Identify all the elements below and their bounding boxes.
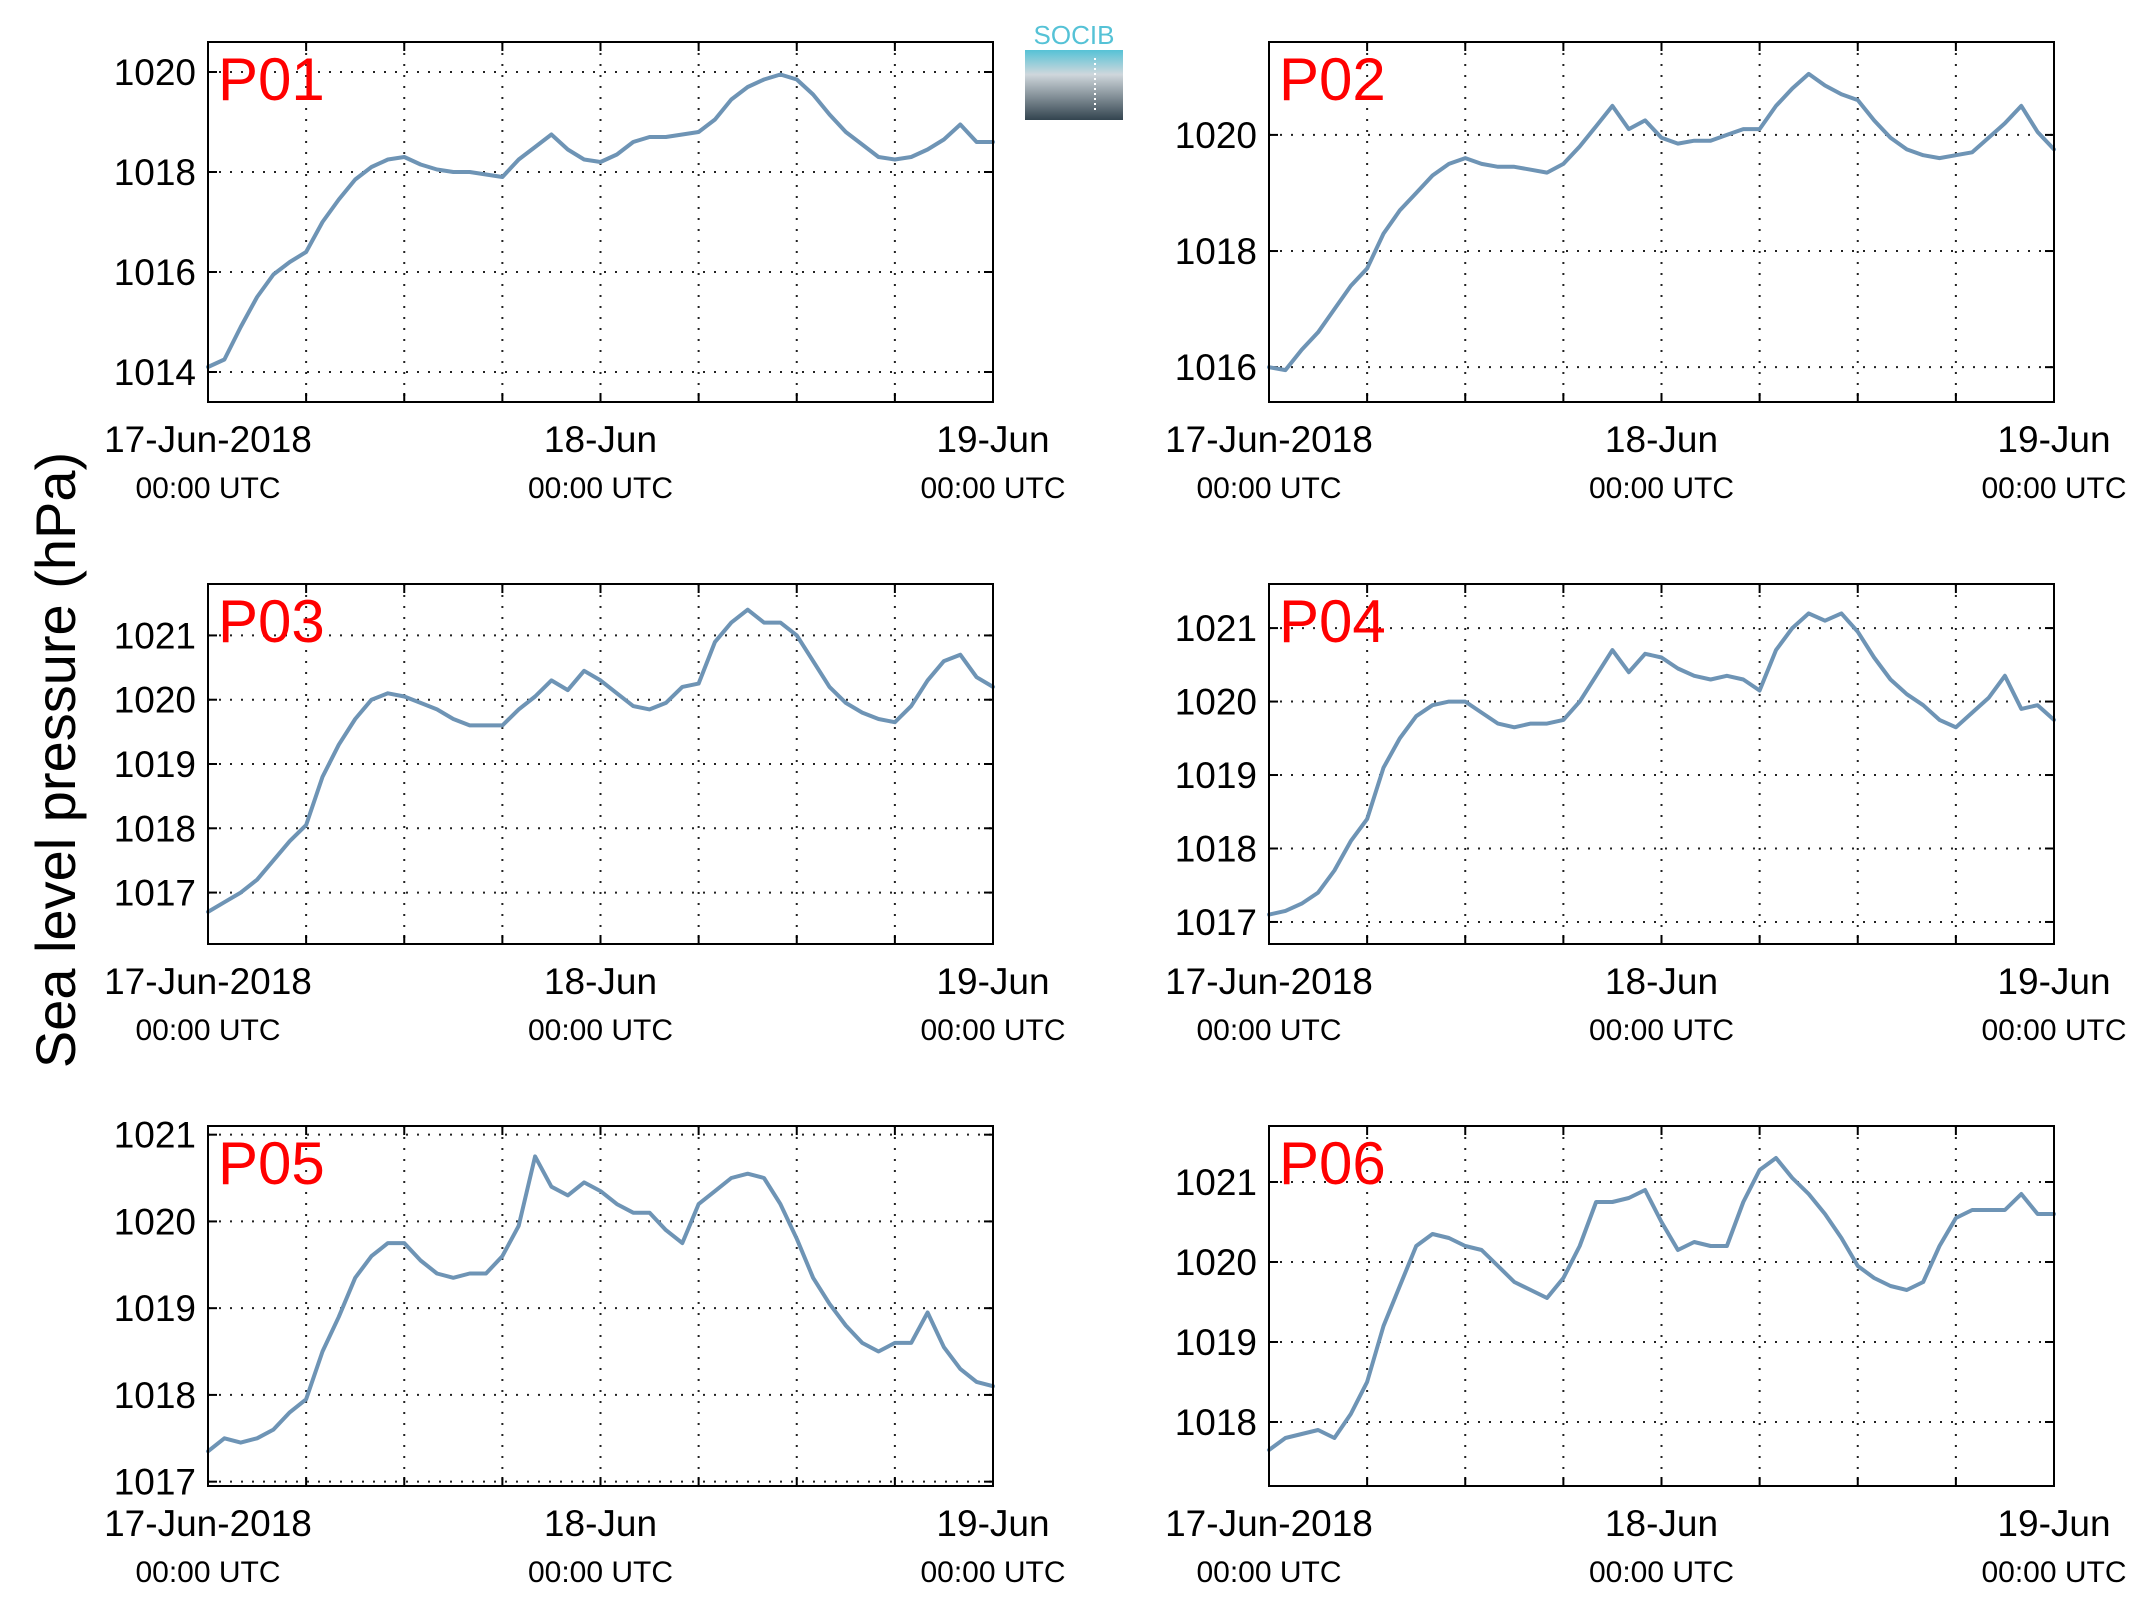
y-tick-label: 1014 <box>114 352 196 393</box>
y-tick-label: 1018 <box>114 152 196 193</box>
x-tick-sublabel: 00:00 UTC <box>1981 1014 2126 1047</box>
x-tick-sublabel: 00:00 UTC <box>1981 1556 2126 1589</box>
x-tick-label: 18-Jun <box>544 961 657 1002</box>
panel-p03: 1017 1018 1019 1020 1021 17-Jun-2018 00:00 UTC… <box>104 583 1066 1047</box>
figure-ylabel: Sea level pressure (hPa) <box>24 452 87 1068</box>
x-tick-sublabel: 00:00 UTC <box>135 472 280 505</box>
y-tick-label: 1021 <box>114 1115 196 1156</box>
x-tick-sublabel: 00:00 UTC <box>1981 472 2126 505</box>
pressure-series-line <box>206 72 995 369</box>
panel-p04: 1017 1018 1019 1020 1021 17-Jun-2018 00:00 UTC… <box>1165 583 2127 1047</box>
x-tick-sublabel: 00:00 UTC <box>528 1556 673 1589</box>
panel-p05: 1017 1018 1019 1020 1021 17-Jun-2018 00:00 UTC… <box>104 1115 1065 1589</box>
x-tick-label: 17-Jun-2018 <box>104 961 312 1002</box>
x-tick-label: 18-Jun <box>1605 961 1718 1002</box>
x-tick-label: 19-Jun <box>936 419 1049 460</box>
axes-frame <box>1268 1125 2055 1487</box>
logo-text: SOCIB <box>1034 20 1115 50</box>
pressure-series-line <box>1267 611 2056 917</box>
logo-block <box>1025 50 1123 120</box>
pressure-series-line <box>206 607 995 914</box>
y-tick-label: 1017 <box>1175 902 1257 943</box>
y-tick-label: 1019 <box>114 1288 196 1329</box>
y-tick-label: 1019 <box>1175 755 1257 796</box>
x-tick-label: 18-Jun <box>544 419 657 460</box>
x-tick-sublabel: 00:00 UTC <box>1589 1556 1734 1589</box>
x-tick-sublabel: 00:00 UTC <box>528 472 673 505</box>
y-tick-label: 1018 <box>1175 828 1257 869</box>
y-tick-label: 1018 <box>114 1375 196 1416</box>
x-tick-label: 17-Jun-2018 <box>104 1503 312 1544</box>
x-tick-sublabel: 00:00 UTC <box>920 1014 1065 1047</box>
x-tick-label: 19-Jun <box>936 961 1049 1002</box>
x-tick-label: 17-Jun-2018 <box>1165 961 1373 1002</box>
y-tick-label: 1021 <box>1175 1162 1257 1203</box>
x-tick-sublabel: 00:00 UTC <box>1196 1014 1341 1047</box>
x-tick-sublabel: 00:00 UTC <box>1589 1014 1734 1047</box>
y-tick-label: 1020 <box>114 1201 196 1242</box>
panel-p06: 1018 1019 1020 1021 17-Jun-2018 00:00 UTC 18-J… <box>1165 1125 2127 1589</box>
panels: 1014 1016 1018 1020 17-Jun-2018 00:00 UTC 18-J… <box>104 41 2127 1589</box>
y-tick-label: 1017 <box>114 873 196 914</box>
y-tick-label: 1016 <box>1175 347 1257 388</box>
axes-frame <box>1268 41 2055 403</box>
panel-title: P03 <box>218 588 325 655</box>
panel-p01: 1014 1016 1018 1020 17-Jun-2018 00:00 UTC 18-J… <box>104 41 1066 505</box>
pressure-series-line <box>206 1154 995 1454</box>
y-tick-label: 1019 <box>1175 1322 1257 1363</box>
x-tick-sublabel: 00:00 UTC <box>1196 472 1341 505</box>
y-tick-label: 1020 <box>114 680 196 721</box>
panel-title: P04 <box>1279 588 1386 655</box>
panel-title: P06 <box>1279 1130 1386 1197</box>
axes-frame <box>207 41 994 403</box>
y-tick-label: 1020 <box>1175 1242 1257 1283</box>
x-tick-label: 19-Jun <box>936 1503 1049 1544</box>
y-tick-label: 1020 <box>1175 682 1257 723</box>
y-tick-label: 1018 <box>1175 231 1257 272</box>
x-tick-sublabel: 00:00 UTC <box>1196 1556 1341 1589</box>
x-tick-sublabel: 00:00 UTC <box>1589 472 1734 505</box>
x-tick-label: 19-Jun <box>1997 419 2110 460</box>
y-tick-label: 1019 <box>114 744 196 785</box>
y-tick-label: 1021 <box>114 615 196 656</box>
x-tick-sublabel: 00:00 UTC <box>528 1014 673 1047</box>
x-tick-sublabel: 00:00 UTC <box>135 1556 280 1589</box>
y-tick-label: 1017 <box>114 1462 196 1503</box>
socib-logo: SOCIB <box>1025 20 1123 120</box>
y-tick-label: 1016 <box>114 252 196 293</box>
x-tick-label: 18-Jun <box>1605 1503 1718 1544</box>
panel-p02: 1016 1018 1020 17-Jun-2018 00:00 UTC 18-Jun 00… <box>1165 41 2127 505</box>
panel-title: P01 <box>218 46 325 113</box>
x-tick-label: 19-Jun <box>1997 1503 2110 1544</box>
panel-title: P05 <box>218 1130 325 1197</box>
pressure-series-line <box>1267 71 2056 373</box>
panel-title: P02 <box>1279 46 1386 113</box>
x-tick-label: 19-Jun <box>1997 961 2110 1002</box>
pressure-series-line <box>1267 1156 2056 1452</box>
x-tick-label: 17-Jun-2018 <box>1165 1503 1373 1544</box>
x-tick-label: 17-Jun-2018 <box>104 419 312 460</box>
y-tick-label: 1021 <box>1175 608 1257 649</box>
axes-frame <box>1268 583 2055 945</box>
x-tick-label: 18-Jun <box>1605 419 1718 460</box>
x-tick-sublabel: 00:00 UTC <box>135 1014 280 1047</box>
axes-frame <box>207 583 994 945</box>
y-tick-label: 1020 <box>114 52 196 93</box>
y-tick-label: 1018 <box>114 808 196 849</box>
x-tick-label: 18-Jun <box>544 1503 657 1544</box>
x-tick-label: 17-Jun-2018 <box>1165 419 1373 460</box>
x-tick-sublabel: 00:00 UTC <box>920 472 1065 505</box>
x-tick-sublabel: 00:00 UTC <box>920 1556 1065 1589</box>
axes-frame <box>207 1125 994 1487</box>
y-tick-label: 1020 <box>1175 115 1257 156</box>
y-tick-label: 1018 <box>1175 1402 1257 1443</box>
